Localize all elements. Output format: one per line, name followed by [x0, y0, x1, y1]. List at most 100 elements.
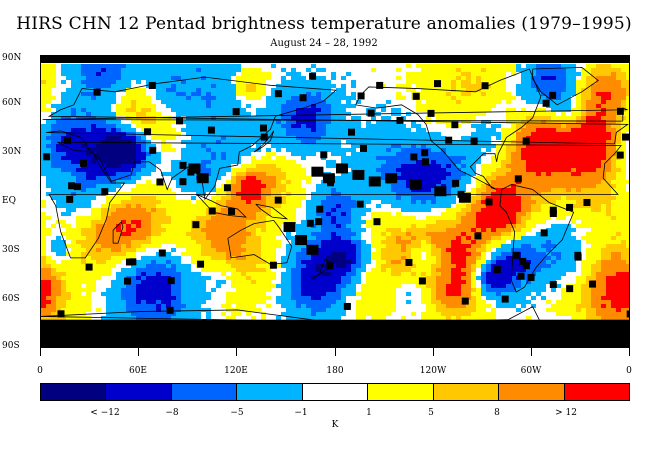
- anomaly-cell: [591, 168, 596, 172]
- anomaly-cell: [56, 152, 61, 156]
- anomaly-cell: [86, 220, 91, 224]
- anomaly-cell: [411, 204, 416, 208]
- anomaly-cell: [231, 104, 236, 108]
- anomaly-cell: [476, 156, 481, 160]
- anomaly-cell: [531, 240, 536, 244]
- anomaly-cell: [86, 188, 91, 192]
- anomaly-cell: [336, 236, 341, 240]
- anomaly-cell: [161, 76, 166, 80]
- anomaly-cell: [241, 140, 246, 144]
- anomaly-cell: [321, 196, 326, 200]
- anomaly-cell: [91, 188, 96, 192]
- anomaly-cell: [56, 160, 61, 164]
- anomaly-cell: [321, 216, 326, 220]
- anomaly-cell: [596, 248, 601, 252]
- anomaly-cell: [46, 128, 51, 132]
- anomaly-cell: [226, 104, 231, 108]
- anomaly-cell: [221, 164, 226, 168]
- anomaly-cell: [586, 236, 591, 240]
- anomaly-cell: [311, 236, 316, 240]
- anomaly-cell: [81, 72, 86, 76]
- anomaly-cell: [101, 68, 106, 72]
- anomaly-cell: [466, 240, 471, 244]
- anomaly-cell: [161, 132, 166, 136]
- anomaly-cell: [286, 124, 291, 128]
- anomaly-cell: [61, 112, 66, 116]
- anomaly-cell: [511, 220, 516, 224]
- anomaly-cell: [456, 140, 461, 144]
- anomaly-cell: [221, 228, 226, 232]
- anomaly-cell: [536, 220, 541, 224]
- anomaly-cell: [271, 116, 276, 120]
- anomaly-cell: [316, 212, 321, 216]
- anomaly-cell: [121, 248, 126, 252]
- anomaly-cell: [216, 168, 221, 172]
- anomaly-cell: [211, 236, 216, 240]
- anomaly-cell: [496, 188, 501, 192]
- anomaly-cell: [566, 144, 571, 148]
- anomaly-cell: [351, 156, 356, 160]
- anomaly-cell: [81, 148, 86, 152]
- anomaly-cell: [501, 172, 506, 176]
- anomaly-cell: [116, 84, 121, 88]
- anomaly-cell: [411, 76, 416, 80]
- anomaly-cell: [451, 256, 456, 260]
- anomaly-cell: [431, 140, 436, 144]
- anomaly-cell: [181, 188, 186, 192]
- anomaly-cell: [601, 164, 606, 168]
- anomaly-cell: [221, 132, 226, 136]
- anomaly-cell: [346, 244, 351, 248]
- anomaly-cell: [56, 120, 61, 124]
- anomaly-cell: [491, 76, 496, 80]
- anomaly-cell: [191, 136, 196, 140]
- anomaly-cell: [191, 228, 196, 232]
- anomaly-cell: [261, 168, 266, 172]
- anomaly-cell: [196, 156, 201, 160]
- anomaly-cell: [231, 168, 236, 172]
- anomaly-cell: [251, 128, 256, 132]
- anomaly-cell: [266, 256, 271, 260]
- anomaly-cell: [426, 152, 431, 156]
- anomaly-cell: [446, 212, 451, 216]
- anomaly-cell: [246, 188, 251, 192]
- anomaly-cell: [501, 80, 506, 84]
- anomaly-cell: [246, 72, 251, 76]
- anomaly-cell: [511, 108, 516, 112]
- anomaly-cell: [256, 88, 261, 92]
- anomaly-cell: [596, 160, 601, 164]
- anomaly-cell: [211, 244, 216, 248]
- anomaly-cell: [86, 240, 91, 244]
- anomaly-cell: [111, 204, 116, 208]
- anomaly-cell: [306, 120, 311, 124]
- anomaly-cell: [161, 220, 166, 224]
- anomaly-cell: [481, 244, 486, 248]
- anomaly-cell: [366, 180, 371, 184]
- anomaly-cell: [421, 240, 426, 244]
- anomaly-cell: [56, 164, 61, 168]
- anomaly-cell: [96, 256, 101, 260]
- anomaly-cell: [541, 240, 546, 244]
- anomaly-cell: [491, 104, 496, 108]
- anomaly-cell: [621, 228, 626, 232]
- anomaly-cell: [616, 96, 621, 100]
- anomaly-cell: [281, 128, 286, 132]
- anomaly-cell: [466, 248, 471, 252]
- anomaly-cell: [381, 148, 386, 152]
- anomaly-cell: [166, 144, 171, 148]
- anomaly-cell: [121, 164, 126, 168]
- anomaly-cell: [336, 248, 341, 252]
- anomaly-cell: [616, 184, 621, 188]
- anomaly-cell: [106, 84, 111, 88]
- anomaly-cell: [101, 176, 106, 180]
- anomaly-cell: [291, 84, 296, 88]
- anomaly-cell: [196, 64, 201, 68]
- anomaly-cell: [286, 92, 291, 96]
- anomaly-cell: [206, 124, 211, 128]
- anomaly-cell: [461, 144, 466, 148]
- anomaly-cell: [171, 196, 176, 200]
- anomaly-cell: [116, 68, 121, 72]
- anomaly-cell: [446, 76, 451, 80]
- anomaly-cell: [381, 220, 386, 224]
- anomaly-cell: [106, 224, 111, 228]
- anomaly-cell: [181, 252, 186, 256]
